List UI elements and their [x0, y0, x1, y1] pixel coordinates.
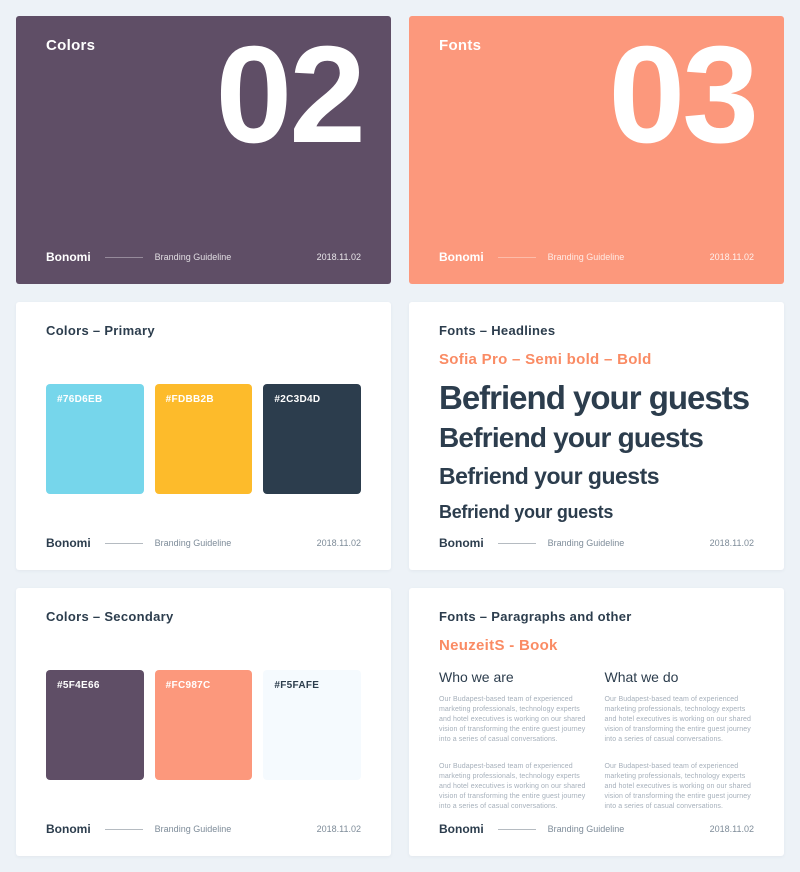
- slide-title: Colors – Secondary: [46, 609, 174, 624]
- swatch-hex-label: #FDBB2B: [165, 394, 214, 405]
- footer-divider-line: [497, 256, 536, 258]
- slide-footer: Bonomi Branding Guideline 2018.11.02: [46, 822, 361, 836]
- color-swatch: #FDBB2B: [154, 384, 253, 494]
- section-number: 02: [215, 18, 366, 172]
- column-who-we-are: Who we are Our Budapest-based team of ex…: [439, 669, 589, 812]
- color-swatch: #76D6EB: [46, 384, 144, 494]
- swatch-hex-label: #FC987C: [165, 680, 211, 691]
- swatch-row: #5F4E66 #FC987C #F5FAFE: [46, 670, 362, 780]
- slide-title: Colors – Primary: [46, 323, 155, 338]
- color-swatch: #FC987C: [154, 670, 253, 780]
- date-label: 2018.11.02: [316, 252, 361, 262]
- guideline-label: Branding Guideline: [154, 252, 232, 262]
- date-label: 2018.11.02: [709, 538, 754, 548]
- slide-footer: Bonomi Branding Guideline 2018.11.02: [46, 250, 361, 264]
- brand-name: Bonomi: [46, 822, 91, 836]
- slide-fonts-cover: Fonts 03 Bonomi Branding Guideline 2018.…: [409, 16, 784, 284]
- brand-name: Bonomi: [46, 250, 91, 264]
- slide-colors-primary: Colors – Primary #76D6EB #FDBB2B #2C3D4D…: [16, 302, 391, 570]
- color-swatch: #5F4E66: [46, 670, 144, 780]
- brand-name: Bonomi: [46, 536, 91, 550]
- color-swatch: #2C3D4D: [263, 384, 362, 494]
- slide-footer: Bonomi Branding Guideline 2018.11.02: [439, 536, 754, 550]
- brand-name: Bonomi: [439, 250, 484, 264]
- headline-sample-sm: Befriend your guests: [439, 502, 614, 522]
- guideline-label: Branding Guideline: [154, 538, 232, 548]
- date-label: 2018.11.02: [316, 538, 361, 548]
- swatch-hex-label: #2C3D4D: [274, 394, 321, 405]
- guideline-label: Branding Guideline: [547, 538, 625, 548]
- swatch-hex-label: #F5FAFE: [274, 680, 320, 691]
- column-what-we-do: What we do Our Budapest-based team of ex…: [605, 669, 755, 812]
- slide-title: Fonts – Headlines: [439, 323, 556, 338]
- section-number: 03: [608, 18, 759, 172]
- paragraph-sample: Our Budapest-based team of experienced m…: [604, 696, 752, 743]
- paragraph-sample: Our Budapest-based team of experienced m…: [439, 696, 586, 743]
- slide-footer: Bonomi Branding Guideline 2018.11.02: [46, 536, 361, 550]
- slide-title: Fonts: [439, 37, 482, 54]
- paragraph-sample: Our Budapest-based team of experienced m…: [604, 763, 752, 810]
- footer-divider-line: [104, 256, 143, 258]
- font-name-label: NeuzeitS - Book: [439, 637, 558, 654]
- footer-divider-line: [104, 828, 143, 830]
- slide-fonts-paragraphs: Fonts – Paragraphs and other NeuzeitS - …: [409, 588, 784, 856]
- guideline-label: Branding Guideline: [154, 824, 232, 834]
- footer-divider-line: [497, 828, 536, 830]
- column-heading: Who we are: [439, 669, 514, 685]
- slide-colors-cover: Colors 02 Bonomi Branding Guideline 2018…: [16, 16, 391, 284]
- slide-title: Fonts – Paragraphs and other: [439, 609, 632, 624]
- footer-divider-line: [497, 542, 536, 544]
- slide-footer: Bonomi Branding Guideline 2018.11.02: [439, 250, 754, 264]
- guideline-label: Branding Guideline: [547, 252, 625, 262]
- color-swatch: #F5FAFE: [263, 670, 362, 780]
- paragraph-columns: Who we are Our Budapest-based team of ex…: [439, 669, 754, 812]
- swatch-hex-label: #76D6EB: [57, 394, 103, 405]
- date-label: 2018.11.02: [316, 824, 361, 834]
- slide-fonts-headlines: Fonts – Headlines Sofia Pro – Semi bold …: [409, 302, 784, 570]
- slide-colors-secondary: Colors – Secondary #5F4E66 #FC987C #F5FA…: [16, 588, 391, 856]
- headline-sample-lg: Befriend your guests: [439, 422, 704, 453]
- brand-name: Bonomi: [439, 822, 484, 836]
- font-name-label: Sofia Pro – Semi bold – Bold: [439, 351, 652, 368]
- date-label: 2018.11.02: [709, 252, 754, 262]
- slide-title: Colors: [46, 37, 96, 54]
- brand-name: Bonomi: [439, 536, 484, 550]
- guideline-label: Branding Guideline: [547, 824, 625, 834]
- swatch-hex-label: #5F4E66: [57, 680, 100, 691]
- paragraph-sample: Our Budapest-based team of experienced m…: [439, 763, 586, 810]
- footer-divider-line: [104, 542, 143, 544]
- date-label: 2018.11.02: [709, 824, 754, 834]
- column-heading: What we do: [604, 669, 679, 685]
- headline-sample-xl: Befriend your guests: [439, 379, 750, 416]
- slide-footer: Bonomi Branding Guideline 2018.11.02: [439, 822, 754, 836]
- swatch-row: #76D6EB #FDBB2B #2C3D4D: [46, 384, 362, 494]
- headline-sample-md: Befriend your guests: [439, 463, 660, 489]
